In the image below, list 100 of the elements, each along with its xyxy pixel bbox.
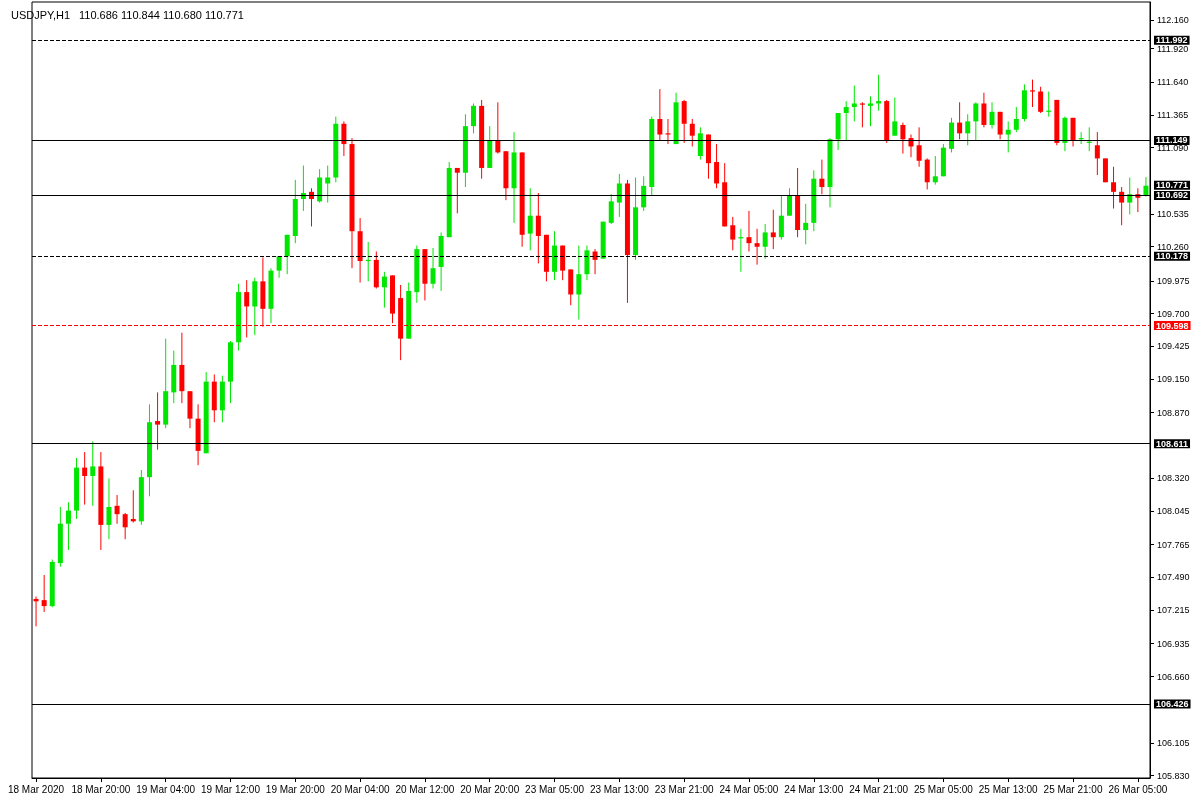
candlestick [454,167,460,214]
candlestick [1127,177,1133,215]
y-tick-label: 107.765 [1157,539,1190,550]
ref-line-label: 106.426 [1156,698,1189,709]
y-tick-label: 109.150 [1157,374,1190,385]
candlestick [730,216,736,251]
candlestick [665,118,671,145]
x-tick-label: 23 Mar 13:00 [589,783,650,795]
x-tick-label: 19 Mar 20:00 [265,783,326,795]
candlestick [689,118,695,147]
candlestick [608,193,614,225]
candlestick [997,111,1003,140]
candlestick [754,228,760,266]
y-tick-label: 109.425 [1157,341,1190,352]
candlestick [1013,106,1019,133]
candlestick [819,159,825,195]
candlestick [535,192,541,264]
candlestick [495,101,501,155]
y-tick-label: 111.640 [1157,76,1189,87]
candlestick [284,234,290,275]
candlestick [317,168,323,204]
y-tick-label: 112.160 [1157,14,1189,25]
candlestick [859,101,865,128]
y-tick-label: 107.215 [1157,605,1190,616]
x-tick-label: 24 Mar 21:00 [849,783,909,795]
x-tick-label: 25 Mar 13:00 [978,783,1039,795]
candlestick [778,194,784,241]
candlestick [843,100,849,141]
ref-line-label: 110.178 [1156,251,1189,262]
candlestick [114,494,120,525]
candlestick [1094,131,1100,176]
y-tick-label: 106.105 [1157,737,1190,748]
candlestick [924,157,930,190]
candlestick [892,97,898,137]
y-tick-label: 107.490 [1157,572,1190,583]
candlestick [341,120,347,157]
x-tick-label: 20 Mar 12:00 [395,783,455,795]
y-tick-label: 111.920 [1157,43,1189,54]
y-tick-label: 108.870 [1157,407,1190,418]
candlestick [155,391,161,451]
candlestick [325,165,331,204]
x-tick-label: 23 Mar 21:00 [654,783,715,795]
ref-line-label: 109.598 [1156,320,1189,331]
x-tick-label: 19 Mar 12:00 [201,783,261,795]
text: 110.686 110.844 110.680 110.771 [79,8,244,21]
candlestick [1038,86,1044,114]
x-tick-label: 19 Mar 04:00 [136,783,196,795]
candlestick [957,101,963,140]
candlestick [1005,120,1011,153]
y-tick-label: 110.535 [1157,208,1189,219]
candlestick [576,245,582,321]
candlestick [641,175,647,212]
y-tick-label: 109.700 [1157,308,1190,319]
y-tick-label: 109.975 [1157,275,1190,286]
candlestick [973,101,979,141]
candlestick [1070,117,1076,147]
y-tick-label: 106.660 [1157,671,1190,682]
candlestick [681,99,687,144]
candlestick [471,102,477,134]
y-tick-label: 105.830 [1157,770,1190,781]
x-tick-label: 24 Mar 13:00 [784,783,844,795]
candlestick [106,477,112,540]
candlestick [381,271,387,309]
candlestick [932,155,938,186]
text: USDJPY,H1 [11,8,71,21]
candlestick [981,92,987,128]
x-tick-label: 20 Mar 20:00 [460,783,520,795]
x-tick-label: 26 Mar 05:00 [1108,783,1168,795]
y-tick-label: 111.365 [1157,109,1189,120]
candlestick [430,247,436,290]
x-tick-label: 25 Mar 21:00 [1043,783,1103,795]
x-tick-label: 23 Mar 05:00 [525,783,585,795]
candlestick [746,210,752,253]
candlestick [900,122,906,155]
y-tick-label: 110.260 [1157,241,1189,252]
candlestick [803,203,809,245]
candlestick [41,574,47,613]
x-tick-label: 18 Mar 20:00 [71,783,131,795]
candlestick [1111,166,1117,210]
x-tick-label: 24 Mar 05:00 [719,783,779,795]
ref-line-label: 108.611 [1156,438,1189,449]
candlestick [82,451,88,506]
x-tick-label: 18 Mar 2020 [7,783,65,795]
x-tick-label: 25 Mar 05:00 [913,783,974,795]
candlestick [916,126,922,168]
ref-line-label: 111.992 [1156,35,1188,46]
candlestick [90,440,96,507]
candlestick [851,85,857,122]
candlestick [65,501,71,551]
y-tick-label: 106.935 [1157,638,1190,649]
ref-line-label: 111.149 [1156,135,1188,146]
candlestick [786,187,792,217]
y-tick-label: 108.320 [1157,473,1190,484]
candlestick [989,101,995,130]
candlestick [868,95,873,127]
text: 110.771 [1156,180,1189,191]
y-tick-label: 108.045 [1157,506,1190,517]
candlestick [762,223,768,260]
candlestick [1030,79,1036,108]
candlestick [770,209,776,250]
